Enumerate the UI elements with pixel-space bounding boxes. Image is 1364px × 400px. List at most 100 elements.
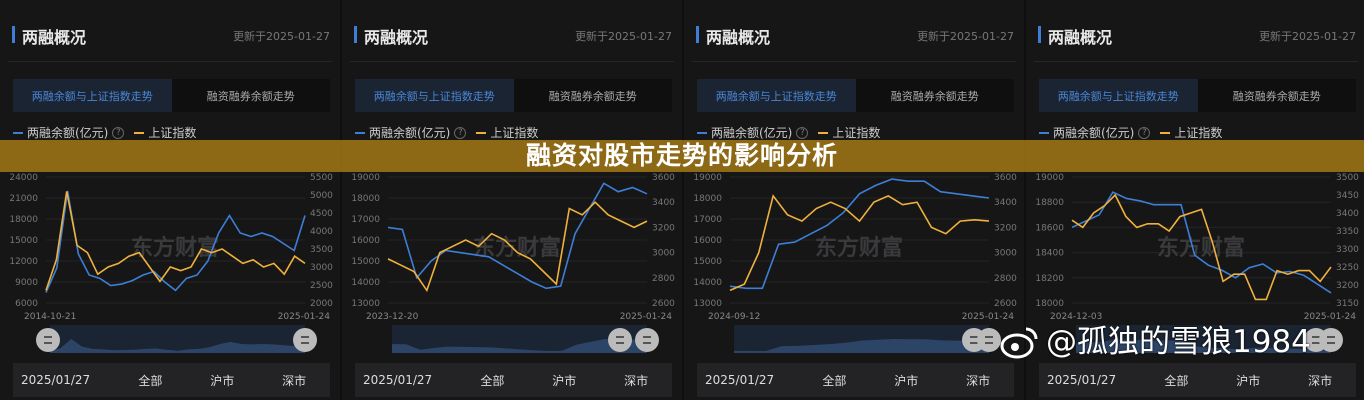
left-tick-label: 13000 [351, 299, 380, 309]
filter-shenzhen[interactable]: 深市 [282, 373, 307, 388]
market-filter-bar: 2025/01/27 全部 沪市 深市 [355, 363, 672, 397]
left-tick-label: 18000 [1035, 299, 1064, 309]
right-tick-label: 2000 [310, 299, 333, 309]
left-tick-label: 18400 [1035, 249, 1064, 259]
chart-legend: 两融余额(亿元) ? 上证指数 [355, 124, 538, 141]
filter-all[interactable]: 全部 [822, 373, 847, 388]
tab-margin-balance-trend[interactable]: 融资融券余额走势 [1197, 79, 1356, 112]
chart-tabs: 两融余额与上证指数走势 融资融券余额走势 [355, 79, 672, 112]
legend-index: 上证指数 [1174, 126, 1223, 140]
tab-balance-vs-index[interactable]: 两融余额与上证指数走势 [697, 79, 856, 112]
date-selector[interactable]: 2025/01/27 [363, 373, 433, 387]
right-tick-label: 4500 [310, 209, 333, 219]
date-selector[interactable]: 2025/01/27 [705, 373, 775, 387]
range-handle-right[interactable] [977, 328, 1001, 352]
range-overview-area [734, 339, 989, 353]
left-tick-label: 19000 [351, 173, 380, 183]
left-tick-label: 17000 [351, 215, 380, 225]
right-tick-label: 3200 [652, 223, 675, 233]
legend-swatch-index [818, 131, 829, 134]
panel-title: 两融概况 [1048, 28, 1113, 47]
market-filter-bar: 2025/01/27 全部 沪市 深市 [13, 363, 330, 397]
eastmoney-watermark: 东方财富 [131, 235, 219, 261]
left-tick-label: 6000 [15, 299, 38, 309]
index-line [45, 191, 306, 291]
legend-swatch-margin [1039, 131, 1049, 134]
range-handle-right[interactable] [293, 328, 317, 352]
left-tick-label: 18000 [9, 215, 38, 225]
title-accent [1038, 26, 1041, 43]
help-icon[interactable]: ? [454, 126, 467, 139]
left-tick-label: 21000 [9, 194, 38, 204]
left-tick-label: 18000 [351, 194, 380, 204]
date-selector[interactable]: 2025/01/27 [1047, 373, 1117, 387]
divider [8, 61, 332, 62]
right-tick-label: 3000 [310, 263, 333, 273]
range-handle-left[interactable] [608, 328, 632, 352]
filter-shenzhen[interactable]: 深市 [1308, 373, 1333, 388]
filter-all[interactable]: 全部 [480, 373, 505, 388]
eastmoney-watermark: 东方财富 [815, 235, 903, 261]
eastmoney-watermark: 东方财富 [1157, 235, 1245, 261]
filter-shanghai[interactable]: 沪市 [552, 373, 577, 388]
panel-3: 两融概况 更新于2025-01-27 两融余额与上证指数走势 融资融券余额走势 … [684, 0, 1024, 400]
right-tick-label: 3450 [1336, 191, 1359, 201]
filter-shanghai[interactable]: 沪市 [1236, 373, 1261, 388]
range-handle-right[interactable] [1319, 328, 1343, 352]
updated-date: 更新于2025-01-27 [1259, 30, 1356, 43]
title-accent [696, 26, 699, 43]
left-tick-label: 15000 [693, 257, 722, 267]
tab-balance-vs-index[interactable]: 两融余额与上证指数走势 [355, 79, 514, 112]
tab-margin-balance-trend[interactable]: 融资融券余额走势 [855, 79, 1014, 112]
filter-shenzhen[interactable]: 深市 [624, 373, 649, 388]
panel-2: 两融概况 更新于2025-01-27 两融余额与上证指数走势 融资融券余额走势 … [342, 0, 682, 400]
range-handle-right[interactable] [635, 328, 659, 352]
divider [1034, 61, 1358, 62]
updated-date: 更新于2025-01-27 [917, 30, 1014, 43]
filter-all[interactable]: 全部 [138, 373, 163, 388]
range-overview-area [392, 339, 647, 353]
tab-balance-vs-index[interactable]: 两融余额与上证指数走势 [13, 79, 172, 112]
chart-legend: 两融余额(亿元) ? 上证指数 [697, 124, 880, 141]
title-accent [12, 26, 15, 43]
left-tick-label: 14000 [351, 278, 380, 288]
tab-margin-balance-trend[interactable]: 融资融券余额走势 [513, 79, 672, 112]
legend-swatch-margin [697, 131, 707, 134]
right-tick-label: 5500 [310, 173, 333, 183]
filter-all[interactable]: 全部 [1164, 373, 1189, 388]
right-tick-label: 2600 [652, 299, 675, 309]
tab-margin-balance-trend[interactable]: 融资融券余额走势 [171, 79, 330, 112]
left-tick-label: 18800 [1035, 198, 1064, 208]
chart-tabs: 两融余额与上证指数走势 融资融券余额走势 [697, 79, 1014, 112]
panel-header: 两融概况 更新于2025-01-27 [1038, 24, 1356, 47]
right-tick-label: 3250 [1336, 263, 1359, 273]
legend-index: 上证指数 [148, 126, 197, 140]
filter-shanghai[interactable]: 沪市 [210, 373, 235, 388]
right-tick-label: 3200 [994, 223, 1017, 233]
credit-text: @孤独的雪狼1984 [1046, 324, 1311, 360]
help-icon[interactable]: ? [112, 126, 125, 139]
updated-date: 更新于2025-01-27 [233, 30, 330, 43]
index-line [729, 194, 990, 292]
date-selector[interactable]: 2025/01/27 [21, 373, 91, 387]
right-tick-label: 2800 [652, 274, 675, 284]
range-handle-left[interactable] [36, 328, 60, 352]
right-tick-label: 3600 [652, 173, 675, 183]
panel-header: 两融概况 更新于2025-01-27 [696, 24, 1014, 47]
line-chart: 19000 18800 18600 18400 18200 18000 3500 3450 34… [1035, 173, 1359, 353]
margin-balance-line [1071, 191, 1332, 294]
legend-margin: 两融余额(亿元) [27, 126, 109, 140]
help-icon[interactable]: ? [796, 126, 809, 139]
x-start-label: 2024-09-12 [708, 312, 760, 322]
filter-shanghai[interactable]: 沪市 [894, 373, 919, 388]
line-chart: 19000 18000 17000 16000 15000 14000 13000 3600 3… [693, 173, 1017, 353]
tab-balance-vs-index[interactable]: 两融余额与上证指数走势 [1039, 79, 1198, 112]
help-icon[interactable]: ? [1138, 126, 1151, 139]
legend-swatch-index [1160, 131, 1171, 134]
margin-balance-line [387, 182, 648, 290]
x-start-label: 2023-12-20 [366, 312, 419, 322]
panel-header: 两融概况 更新于2025-01-27 [354, 24, 672, 47]
filter-shenzhen[interactable]: 深市 [966, 373, 991, 388]
updated-date: 更新于2025-01-27 [575, 30, 672, 43]
title-banner: 融资对股市走势的影响分析 [0, 140, 1364, 172]
